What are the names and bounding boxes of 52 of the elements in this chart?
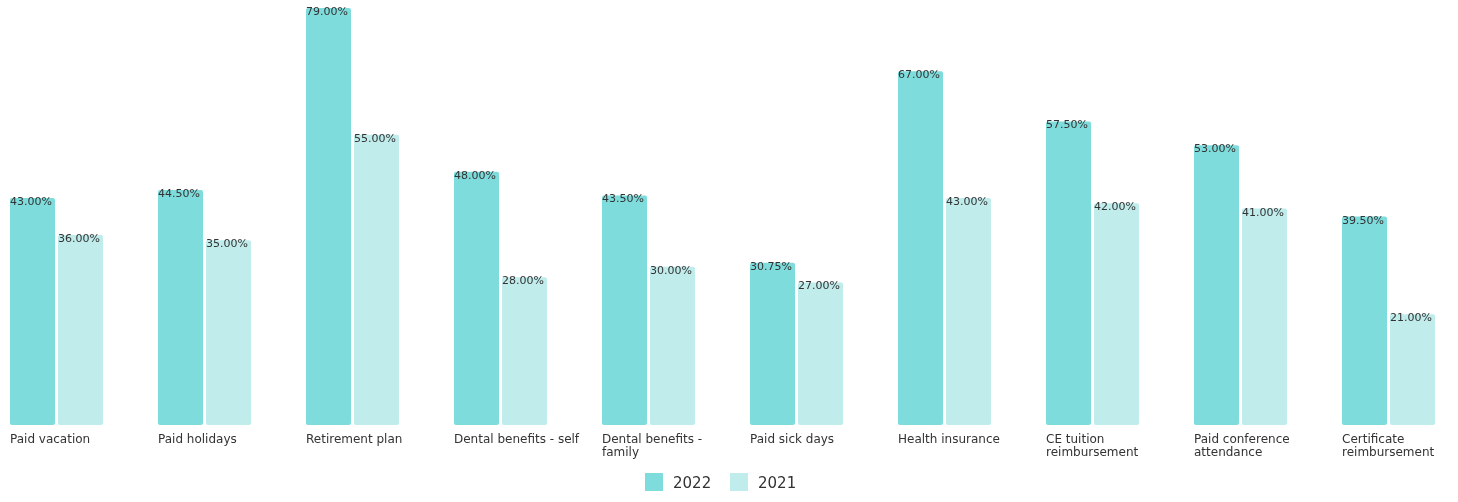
data-label: 55.00% [354, 131, 396, 145]
data-label: 36.00% [58, 231, 100, 245]
bar [798, 282, 843, 425]
data-label: 79.00% [306, 5, 348, 18]
data-label: 44.50% [158, 187, 200, 201]
bar [750, 262, 795, 425]
x-tick-label: Health insurance [898, 432, 1000, 446]
bar [454, 171, 499, 425]
x-tick-label: Paid sick days [750, 432, 835, 446]
legend-label: 2021 [758, 474, 797, 492]
data-label: 35.00% [206, 237, 248, 251]
x-tick-label: Dental benefits - family [602, 432, 703, 459]
bar [1390, 314, 1435, 425]
x-tick-label: Retirement plan [306, 432, 403, 446]
bar [946, 198, 991, 425]
bar [1342, 216, 1387, 425]
bar [158, 190, 203, 425]
bar [1094, 203, 1139, 425]
x-tick-label: Certificate reimbursement [1342, 432, 1435, 459]
bar [10, 198, 55, 425]
bar [306, 8, 351, 425]
data-label: 39.50% [1342, 213, 1384, 227]
data-label: 43.50% [602, 192, 644, 206]
bar [650, 266, 695, 425]
data-label: 43.00% [10, 195, 52, 209]
bar [206, 240, 251, 425]
bar [502, 277, 547, 425]
bar [58, 234, 103, 425]
data-label: 48.00% [454, 168, 496, 182]
data-label: 67.00% [898, 68, 940, 82]
legend-label: 2022 [673, 474, 712, 492]
data-label: 53.00% [1194, 142, 1236, 156]
x-tick-label: Paid conference attendance [1194, 432, 1290, 459]
data-label: 28.00% [502, 274, 544, 288]
x-tick-label: Paid holidays [158, 432, 237, 446]
bar [898, 71, 943, 425]
x-tick-label: CE tuition reimbursement [1046, 432, 1139, 459]
bar [1046, 121, 1091, 425]
bar [354, 134, 399, 425]
data-label: 57.50% [1046, 118, 1088, 132]
data-label: 30.75% [750, 259, 792, 273]
x-tick-label: Dental benefits - self [454, 432, 580, 446]
data-label: 30.00% [650, 263, 692, 277]
bar [602, 195, 647, 425]
x-tick-label: Paid vacation [10, 432, 91, 446]
data-label: 21.00% [1390, 311, 1432, 325]
bar [1242, 208, 1287, 425]
data-label: 42.00% [1094, 200, 1136, 214]
data-label: 27.00% [798, 279, 840, 293]
data-label: 43.00% [946, 195, 988, 209]
data-label: 41.00% [1242, 205, 1284, 219]
bar [1194, 145, 1239, 425]
